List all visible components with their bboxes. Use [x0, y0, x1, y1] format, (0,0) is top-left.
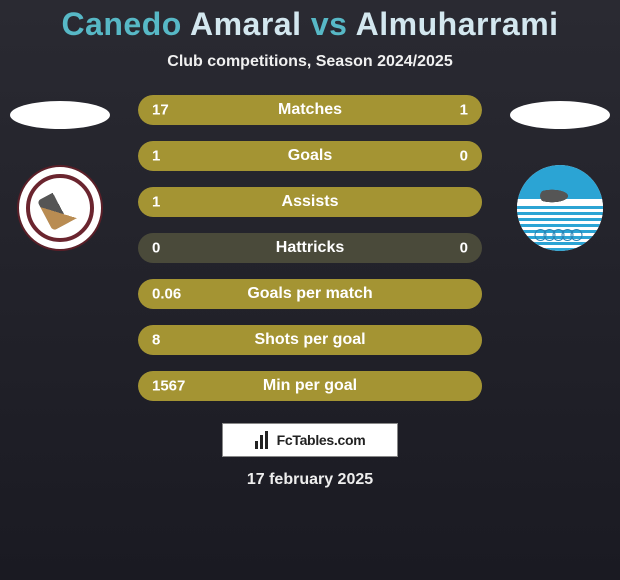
page-title: Canedo Amaral vs Almuharrami [0, 0, 620, 43]
player2-flag [510, 101, 610, 129]
player1-badge-column [0, 95, 120, 251]
player2-badge-column [500, 95, 620, 251]
stat-value-left: 17 [152, 102, 169, 119]
player1-last: Amaral [190, 6, 302, 42]
stat-row: 0 0 Hattricks [138, 233, 482, 263]
subtitle: Club competitions, Season 2024/2025 [0, 53, 620, 71]
stat-label: Min per goal [263, 377, 357, 395]
stat-bars-container: 17 1 Matches 1 0 Goals 1 Assists 0 0 Hattricks 0.06… [138, 95, 482, 401]
stat-row: 0.06 Goals per match [138, 279, 482, 309]
stat-value-right: 1 [460, 102, 468, 119]
stat-value-left: 1567 [152, 378, 185, 395]
stat-row: 17 1 Matches [138, 95, 482, 125]
stat-label: Goals [288, 147, 332, 165]
stat-row: 8 Shots per goal [138, 325, 482, 355]
player1-flag [10, 101, 110, 129]
player1-club-crest [17, 165, 103, 251]
stat-value-left: 8 [152, 332, 160, 349]
stat-value-left: 0.06 [152, 286, 181, 303]
player2-club-crest [517, 165, 603, 251]
stat-value-left: 1 [152, 194, 160, 211]
stat-label: Assists [282, 193, 339, 211]
stat-value-right: 0 [460, 148, 468, 165]
stat-value-right: 0 [460, 240, 468, 257]
stat-row: 1 0 Goals [138, 141, 482, 171]
brand-logo[interactable]: FcTables.com [222, 423, 398, 457]
player1-first: Canedo [61, 6, 181, 42]
player2-name: Almuharrami [356, 6, 559, 42]
stat-label: Goals per match [247, 285, 372, 303]
stat-label: Shots per goal [254, 331, 365, 349]
vs-word: vs [311, 6, 348, 42]
stat-value-left: 1 [152, 148, 160, 165]
stat-label: Hattricks [276, 239, 344, 257]
stat-row: 1567 Min per goal [138, 371, 482, 401]
footer-date: 17 february 2025 [0, 471, 620, 489]
stat-row: 1 Assists [138, 187, 482, 217]
comparison-content: 17 1 Matches 1 0 Goals 1 Assists 0 0 Hattricks 0.06… [0, 95, 620, 401]
stat-value-left: 0 [152, 240, 160, 257]
brand-chart-icon [255, 431, 273, 449]
stat-label: Matches [278, 101, 342, 119]
brand-text: FcTables.com [277, 432, 366, 448]
